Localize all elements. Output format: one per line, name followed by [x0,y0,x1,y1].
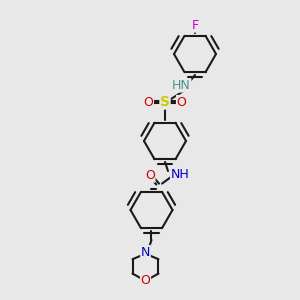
Text: S: S [160,95,170,109]
Text: O: O [144,95,153,109]
Text: O: O [177,95,186,109]
Text: O: O [141,274,150,287]
Text: F: F [191,19,199,32]
Text: NH: NH [171,167,189,181]
Text: O: O [145,169,155,182]
Text: N: N [141,245,150,259]
Text: HN: HN [172,79,191,92]
